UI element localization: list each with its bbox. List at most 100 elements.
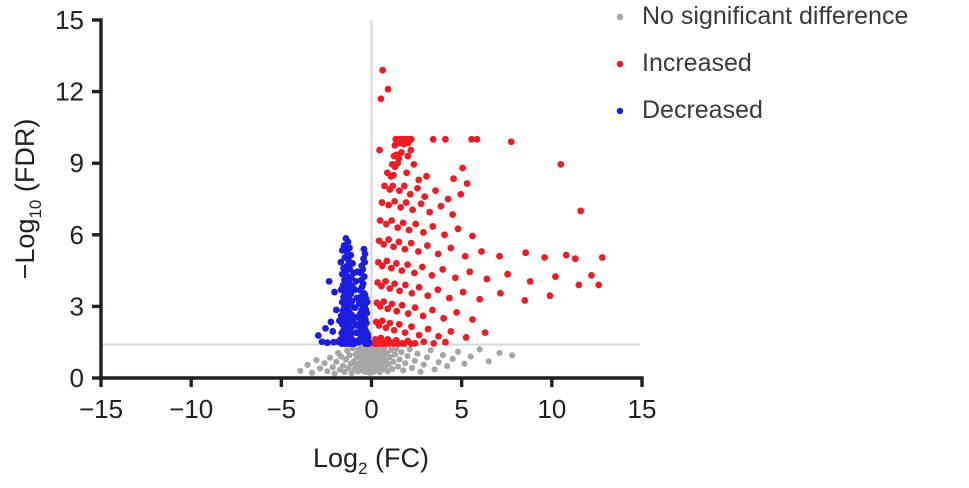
data-point	[380, 298, 388, 306]
data-point	[598, 254, 606, 261]
data-point	[331, 288, 338, 296]
data-point	[419, 312, 427, 320]
data-point	[504, 270, 512, 278]
data-point	[426, 208, 433, 216]
data-point	[404, 152, 412, 160]
data-point	[412, 220, 420, 228]
data-point	[361, 291, 369, 299]
data-point	[404, 139, 412, 147]
data-point	[382, 324, 390, 332]
data-point	[353, 313, 361, 321]
data-point	[346, 352, 353, 359]
data-point	[461, 252, 469, 260]
data-point	[462, 334, 470, 341]
data-point	[390, 358, 397, 365]
data-point	[326, 354, 334, 361]
data-point	[322, 324, 329, 332]
data-point	[469, 316, 476, 323]
data-point	[338, 270, 346, 278]
data-point	[398, 267, 406, 274]
data-point	[459, 288, 467, 296]
data-point	[421, 193, 429, 201]
data-point	[382, 220, 390, 228]
data-point	[391, 280, 398, 288]
data-point	[442, 135, 449, 143]
y-axis-tick-label: 3	[70, 291, 84, 321]
data-point	[552, 273, 559, 280]
data-point	[496, 349, 503, 357]
data-point	[391, 351, 399, 358]
data-point	[354, 268, 361, 276]
data-point	[398, 349, 405, 356]
data-point	[595, 281, 603, 289]
data-point	[394, 363, 402, 370]
data-point	[386, 353, 393, 361]
data-point	[338, 353, 345, 360]
data-point	[344, 347, 351, 354]
data-point	[526, 277, 534, 285]
data-point	[415, 283, 423, 291]
data-point	[522, 249, 530, 257]
data-point	[485, 358, 492, 365]
data-point	[411, 304, 419, 311]
data-point	[434, 286, 442, 294]
data-point	[588, 271, 595, 279]
data-point	[382, 277, 389, 285]
data-point	[418, 263, 426, 271]
x-axis-tick-label: −10	[169, 394, 213, 424]
data-point	[379, 66, 387, 74]
data-point	[476, 295, 484, 303]
data-point	[420, 361, 427, 368]
data-point	[439, 351, 447, 359]
data-point	[450, 175, 457, 183]
data-point	[400, 340, 408, 348]
data-point	[399, 219, 407, 227]
data-point	[376, 217, 384, 224]
data-point	[321, 360, 328, 367]
data-point	[360, 245, 368, 253]
y-axis-tick-label: 9	[70, 148, 84, 178]
data-point	[429, 306, 436, 314]
data-point	[424, 292, 432, 300]
data-point	[454, 348, 462, 355]
y-axis-tick-label: 12	[55, 77, 84, 107]
data-point	[409, 206, 417, 214]
data-point	[375, 237, 383, 245]
data-point	[444, 195, 452, 203]
data-point	[390, 171, 397, 179]
data-point	[325, 277, 333, 285]
data-point	[384, 305, 392, 313]
data-point	[454, 225, 462, 233]
data-point	[376, 303, 384, 310]
data-point	[442, 338, 449, 346]
data-point	[390, 243, 397, 251]
data-point	[348, 370, 355, 377]
data-point	[478, 248, 485, 255]
data-point	[391, 141, 399, 149]
data-point	[384, 85, 392, 93]
legend-label-decreased: Decreased	[642, 96, 763, 124]
data-point	[338, 246, 346, 254]
data-point	[329, 364, 336, 371]
data-point	[323, 339, 331, 347]
data-point	[407, 340, 415, 348]
data-point	[393, 307, 401, 315]
x-axis-tick-label: 10	[537, 394, 566, 424]
legend-label-nonsignificant: No significant difference	[642, 2, 908, 30]
data-point	[401, 329, 409, 337]
data-point	[417, 368, 424, 375]
data-point	[467, 353, 474, 360]
data-point	[439, 266, 447, 273]
data-point	[571, 255, 579, 263]
data-point	[339, 362, 347, 369]
data-point	[408, 364, 416, 372]
data-point	[386, 285, 394, 292]
data-point	[395, 238, 403, 246]
data-point	[341, 340, 348, 348]
data-point	[378, 317, 386, 325]
data-point	[463, 180, 471, 187]
data-point	[507, 138, 515, 146]
data-point	[314, 332, 322, 339]
data-point	[387, 346, 395, 353]
